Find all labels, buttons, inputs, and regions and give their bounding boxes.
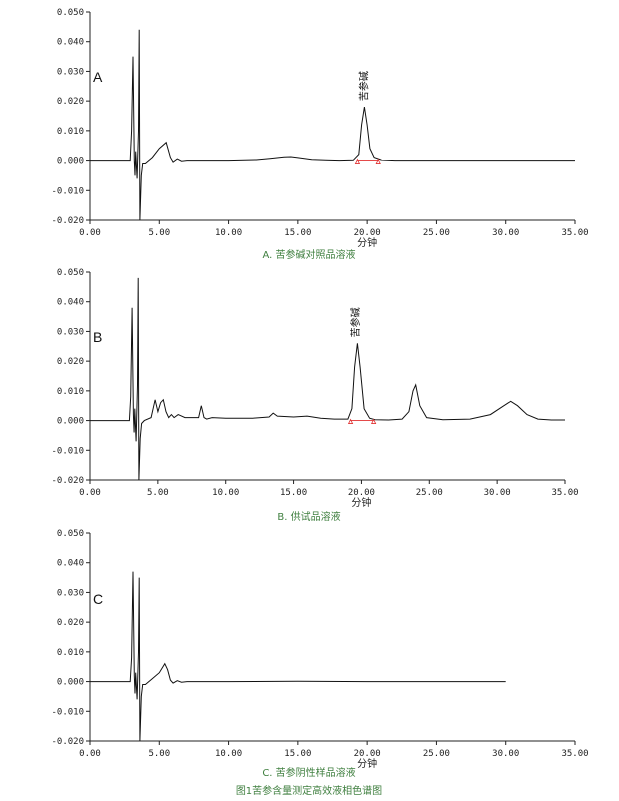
x-tick-label: 10.00 bbox=[212, 488, 239, 498]
y-tick-label: 0.040 bbox=[57, 38, 84, 48]
x-axis-label: 分钟 bbox=[357, 757, 377, 770]
y-tick-label: 0.050 bbox=[57, 268, 84, 278]
y-tick-label: 0.020 bbox=[57, 97, 84, 107]
y-tick-label: 0.050 bbox=[57, 529, 84, 539]
y-tick-label: -0.020 bbox=[51, 737, 84, 747]
x-tick-label: 25.00 bbox=[416, 488, 443, 498]
x-tick-label: 0.00 bbox=[79, 488, 101, 498]
y-tick-label: -0.010 bbox=[51, 446, 84, 456]
chromatogram-panels: 0.050 0.040 0.030 0.020 0.010 0.000 -0.010 -0.0… bbox=[51, 8, 588, 779]
panel-letter: A bbox=[93, 69, 103, 85]
y-tick-label: 0.020 bbox=[57, 618, 84, 628]
x-tick-label: 20.00 bbox=[354, 228, 381, 238]
x-tick-label: 20.00 bbox=[348, 488, 375, 498]
y-tick-label: -0.020 bbox=[51, 216, 84, 226]
y-tick-label: -0.020 bbox=[51, 476, 84, 486]
y-tick-label: 0.020 bbox=[57, 357, 84, 367]
x-tick-label: 35.00 bbox=[551, 488, 578, 498]
panel-letter: B bbox=[93, 329, 102, 345]
chromatogram-trace bbox=[90, 277, 565, 481]
y-tick-label: 0.040 bbox=[57, 559, 84, 569]
panel-letter: C bbox=[93, 591, 103, 607]
y-tick-label: 0.050 bbox=[57, 8, 84, 18]
x-tick-label: 30.00 bbox=[492, 749, 519, 759]
y-tick-label: 0.010 bbox=[57, 648, 84, 658]
x-tick-label: 5.00 bbox=[147, 488, 169, 498]
y-tick-label: -0.010 bbox=[51, 186, 84, 196]
panel-caption: C. 苦参阴性样品溶液 bbox=[262, 766, 355, 779]
x-axis-label: 分钟 bbox=[357, 236, 377, 249]
y-tick-label: 0.030 bbox=[57, 67, 84, 77]
x-tick-label: 5.00 bbox=[148, 749, 170, 759]
x-tick-label: 20.00 bbox=[354, 749, 381, 759]
chromatogram-trace bbox=[90, 571, 506, 742]
panel-caption: A. 苦参碱对照品溶液 bbox=[262, 248, 355, 261]
y-tick-label: 0.010 bbox=[57, 127, 84, 137]
panel-a: 0.050 0.040 0.030 0.020 0.010 0.000 -0.010 -0.0… bbox=[51, 8, 588, 261]
x-tick-label: 30.00 bbox=[492, 228, 519, 238]
panel-caption: B. 供试品溶液 bbox=[277, 510, 340, 523]
y-tick-label: 0.000 bbox=[57, 417, 84, 427]
integration-marker bbox=[354, 158, 361, 164]
y-tick-label: 0.030 bbox=[57, 588, 84, 598]
x-tick-label: 0.00 bbox=[79, 228, 101, 238]
y-tick-label: -0.010 bbox=[51, 707, 84, 717]
y-tick-label: 0.000 bbox=[57, 157, 84, 167]
peak-label: 苦参碱 bbox=[357, 71, 370, 101]
x-tick-label: 15.00 bbox=[280, 488, 307, 498]
integration-marker bbox=[347, 418, 354, 424]
x-tick-label: 25.00 bbox=[423, 749, 450, 759]
y-tick-label: 0.030 bbox=[57, 327, 84, 337]
integration-marker bbox=[370, 418, 377, 424]
panel-c: 0.050 0.040 0.030 0.020 0.010 0.000 -0.010 -0.0… bbox=[51, 529, 588, 779]
x-tick-label: 5.00 bbox=[148, 228, 170, 238]
panel-b: 0.050 0.040 0.030 0.020 0.010 0.000 -0.010 -0.0… bbox=[51, 268, 578, 523]
x-tick-label: 10.00 bbox=[215, 228, 242, 238]
x-tick-label: 30.00 bbox=[484, 488, 511, 498]
y-tick-label: 0.010 bbox=[57, 387, 84, 397]
x-tick-label: 15.00 bbox=[284, 749, 311, 759]
x-tick-label: 35.00 bbox=[561, 749, 588, 759]
x-axis-label: 分钟 bbox=[351, 496, 371, 509]
chromatogram-trace bbox=[90, 29, 575, 221]
peak-label: 苦参碱 bbox=[349, 307, 362, 337]
figure-title: 图1苦参含量测定高效液相色谱图 bbox=[236, 784, 382, 797]
x-tick-label: 35.00 bbox=[561, 228, 588, 238]
x-tick-label: 10.00 bbox=[215, 749, 242, 759]
x-tick-label: 25.00 bbox=[423, 228, 450, 238]
y-tick-label: 0.040 bbox=[57, 298, 84, 308]
integration-marker bbox=[375, 158, 381, 164]
x-tick-label: 15.00 bbox=[284, 228, 311, 238]
x-tick-label: 0.00 bbox=[79, 749, 101, 759]
y-tick-label: 0.000 bbox=[57, 678, 84, 688]
